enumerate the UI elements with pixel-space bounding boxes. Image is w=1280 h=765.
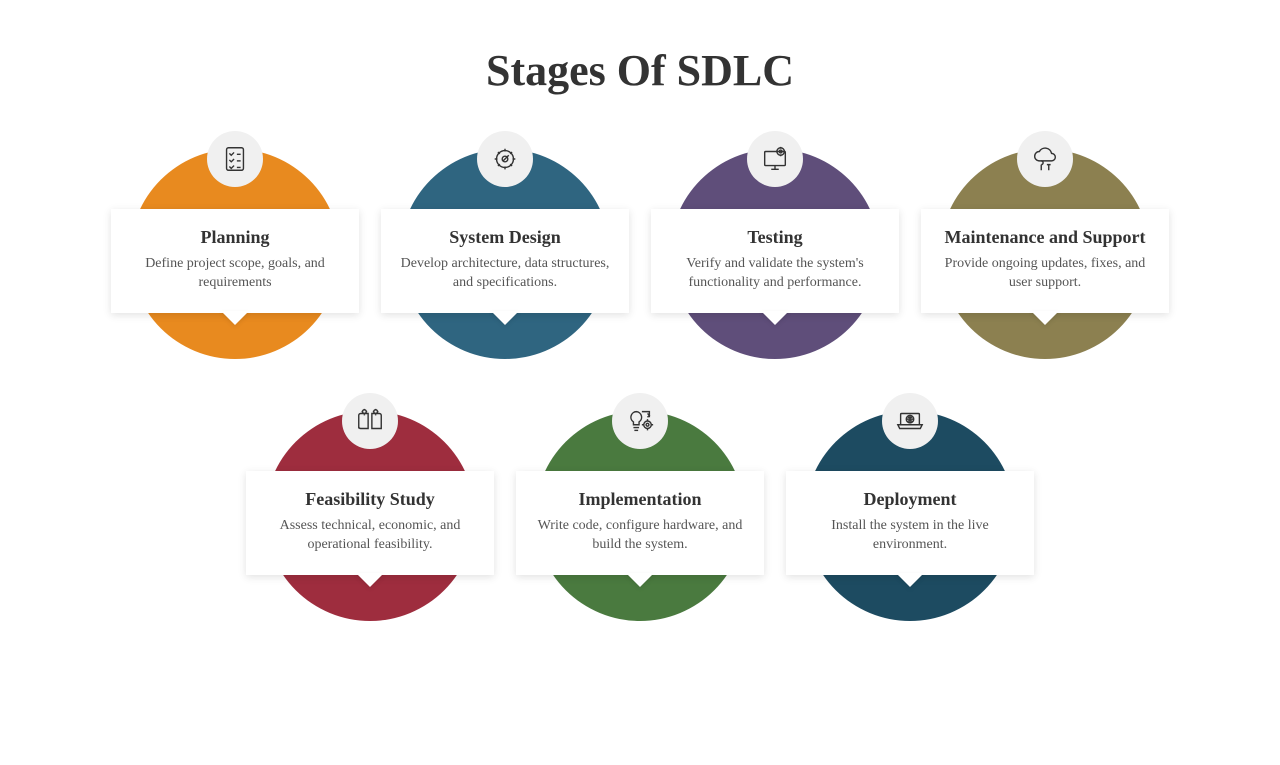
stage-maintenance: Maintenance and Support Provide ongoing … xyxy=(921,131,1169,371)
stage-card: System Design Develop architecture, data… xyxy=(381,209,629,313)
stage-title: Testing xyxy=(667,227,883,248)
stage-desc: Provide ongoing updates, fixes, and user… xyxy=(937,255,1153,293)
stage-card: Feasibility Study Assess technical, econ… xyxy=(246,471,494,575)
stage-card: Testing Verify and validate the system's… xyxy=(651,209,899,313)
stage-system-design: System Design Develop architecture, data… xyxy=(381,131,629,371)
stage-title: System Design xyxy=(397,227,613,248)
row-top: Planning Define project scope, goals, an… xyxy=(0,131,1280,371)
stages-container: Planning Define project scope, goals, an… xyxy=(0,131,1280,633)
checklist-icon xyxy=(207,131,263,187)
bulb-gear-icon xyxy=(612,393,668,449)
gear-pencil-icon xyxy=(477,131,533,187)
stage-title: Implementation xyxy=(532,489,748,510)
stage-desc: Assess technical, economic, and operatio… xyxy=(262,517,478,555)
laptop-globe-icon xyxy=(882,393,938,449)
stage-desc: Verify and validate the system's functio… xyxy=(667,255,883,293)
row-bottom: Feasibility Study Assess technical, econ… xyxy=(0,393,1280,633)
cloud-tools-icon xyxy=(1017,131,1073,187)
stage-card: Planning Define project scope, goals, an… xyxy=(111,209,359,313)
stage-title: Feasibility Study xyxy=(262,489,478,510)
stage-title: Deployment xyxy=(802,489,1018,510)
stage-title: Planning xyxy=(127,227,343,248)
page-title: Stages Of SDLC xyxy=(0,45,1280,96)
stage-card: Implementation Write code, configure har… xyxy=(516,471,764,575)
stage-implementation: Implementation Write code, configure har… xyxy=(516,393,764,633)
monitor-gear-icon xyxy=(747,131,803,187)
stage-feasibility: Feasibility Study Assess technical, econ… xyxy=(246,393,494,633)
stage-desc: Define project scope, goals, and require… xyxy=(127,255,343,293)
stage-card: Maintenance and Support Provide ongoing … xyxy=(921,209,1169,313)
stage-title: Maintenance and Support xyxy=(937,227,1153,248)
stage-deployment: Deployment Install the system in the liv… xyxy=(786,393,1034,633)
stage-planning: Planning Define project scope, goals, an… xyxy=(111,131,359,371)
stage-card: Deployment Install the system in the liv… xyxy=(786,471,1034,575)
stage-desc: Install the system in the live environme… xyxy=(802,517,1018,555)
book-idea-icon xyxy=(342,393,398,449)
stage-desc: Develop architecture, data structures, a… xyxy=(397,255,613,293)
stage-desc: Write code, configure hardware, and buil… xyxy=(532,517,748,555)
stage-testing: Testing Verify and validate the system's… xyxy=(651,131,899,371)
